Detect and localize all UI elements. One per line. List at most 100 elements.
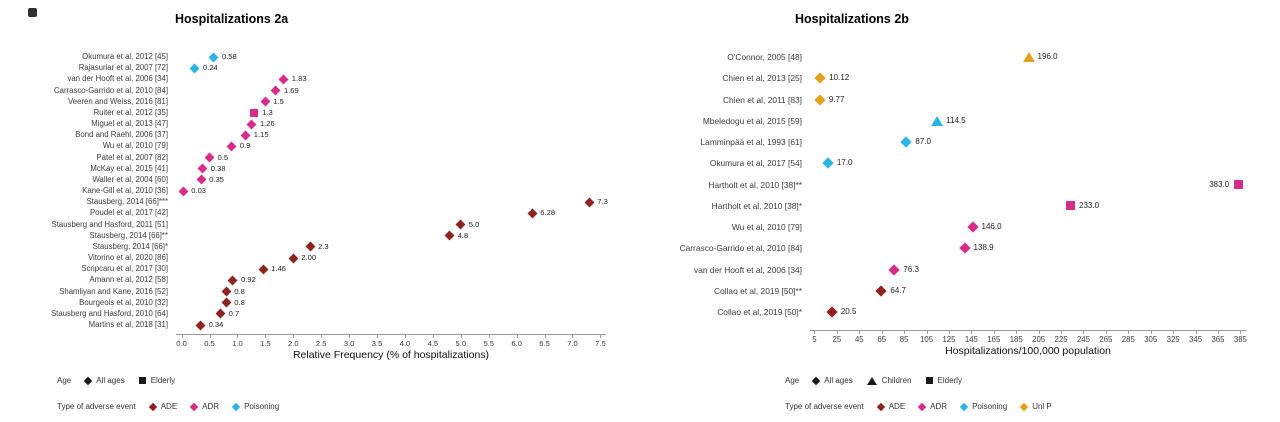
x-axis-tick-label: 105 [920, 335, 934, 344]
diamond-marker-glyph [584, 197, 595, 208]
x-axis-tick-label: 245 [1076, 335, 1090, 344]
legend-item-label: Elderly [937, 376, 962, 385]
y-axis-label: Wu et al, 2010 [79] [731, 221, 802, 232]
x-axis-tick-label: 165 [987, 335, 1001, 344]
value-label: 0.92 [240, 275, 256, 285]
value-label: 1.15 [253, 130, 269, 140]
x-axis-tick [600, 335, 602, 338]
chart-title-2b: Hospitalizations 2b [795, 12, 909, 26]
x-axis-tick [516, 335, 518, 338]
diamond-marker-glyph [195, 320, 206, 330]
value-label: 0.5 [217, 152, 229, 162]
legend-item-label: Unl P [1032, 402, 1052, 411]
legend-item-label: ADR [930, 402, 948, 411]
diamond-marker-glyph [814, 93, 826, 106]
x-axis-tick [926, 331, 928, 334]
y-axis-label: Collao et al, 2019 [50]* [717, 306, 802, 317]
square-marker-glyph [250, 108, 259, 117]
x-axis-tick [881, 331, 883, 334]
y-axis-label: Rajasuriar et al, 2007 [72] [78, 63, 168, 73]
x-axis-line [176, 334, 606, 335]
legend-item-ade: ADE [876, 402, 906, 411]
y-axis-label: Stausberg and Hasford, 2010 [64] [50, 308, 168, 318]
value-label: 0.34 [208, 320, 224, 330]
y-axis-label: Patel et al, 2007 [82] [96, 152, 168, 162]
x-axis-tick-label: 285 [1121, 335, 1135, 344]
value-label: 1.83 [291, 74, 307, 84]
y-axis-label: Chien et al, 2011 [83] [723, 94, 802, 105]
y-axis-label: Hartholt et al, 2010 [38]* [711, 200, 802, 211]
x-axis-tick-label: 325 [1166, 335, 1180, 344]
x-axis-tick-label: 4.0 [399, 339, 411, 348]
x-axis-tick [948, 331, 950, 334]
x-axis-tick [432, 335, 434, 338]
legend-item-label: Poisoning [972, 402, 1008, 411]
value-label: 5.0 [468, 219, 480, 229]
value-label: 0.35 [209, 175, 224, 185]
y-axis-label: Stausberg, 2014 [66]* [92, 241, 168, 251]
plot-area-2a: 0.0 0.5 1.0 1.5 2.0 2.5 3.0 3.5 4.0 4.5 5.0 5.5 6.0 6… [28, 0, 642, 422]
y-axis-label: Okumura et al, 2017 [54] [709, 158, 802, 169]
diamond-marker-glyph [958, 242, 971, 254]
x-axis-tick-label: 25 [832, 335, 842, 344]
x-axis-tick [1217, 331, 1219, 334]
x-axis-tick-label: 345 [1189, 335, 1203, 344]
legend-item-poisoning: Poisoning [959, 402, 1008, 411]
y-axis-label: O'Connor, 2005 [48] [727, 51, 802, 62]
x-axis-tick-label: 265 [1099, 335, 1113, 344]
legend-item-poisoning: Poisoning [231, 402, 279, 411]
diamond-marker-glyph [278, 74, 289, 85]
diamond-icon [231, 402, 241, 411]
x-axis-tick-label: 6.5 [539, 339, 550, 348]
x-axis-tick-label: 2.0 [287, 339, 299, 348]
diamond-marker-glyph [888, 263, 901, 276]
legend-age-2a: Age All ages Elderly [57, 376, 175, 385]
diamond-marker-glyph [826, 306, 838, 318]
value-label: 114.5 [946, 115, 966, 125]
x-axis-tick-label: 145 [964, 335, 978, 344]
x-axis-tick-label: 125 [942, 335, 956, 344]
diamond-marker-glyph [190, 63, 200, 74]
legend-item-children: Children [866, 376, 912, 385]
square-icon [138, 377, 146, 384]
x-axis-tick-label: 305 [1144, 335, 1158, 344]
value-label: 0.58 [221, 52, 237, 62]
value-label: 0.7 [228, 309, 240, 319]
legend-item-adr: ADR [917, 402, 948, 411]
y-axis-label: Poudel et al, 2017 [42] [89, 208, 168, 218]
diamond-icon [917, 402, 927, 411]
legend-item-label: ADE [888, 402, 906, 411]
legend-item-adr: ADR [189, 402, 219, 411]
value-label: 4.8 [457, 230, 469, 240]
x-axis-tick-label: 85 [899, 335, 909, 344]
x-axis-tick-label: 365 [1211, 335, 1225, 344]
square-marker-glyph [1065, 201, 1075, 211]
value-label: 0.9 [239, 141, 251, 151]
diamond-marker-glyph [305, 241, 315, 252]
value-label: 138.9 [973, 243, 994, 253]
legend-item-label: ADE [160, 402, 178, 411]
x-axis-tick-label: 0.0 [176, 339, 187, 348]
diamond-marker-glyph [258, 264, 269, 275]
value-label: 17.0 [836, 158, 853, 168]
legend-item-all-ages: All ages [811, 376, 853, 385]
legend-category-type: Type of adverse event [785, 402, 864, 411]
value-label: 1.26 [259, 119, 275, 129]
legend-item-label: All ages [96, 376, 125, 385]
value-label: 9.77 [828, 94, 845, 104]
y-axis-label: Scripcaru et al, 2017 [30] [81, 264, 168, 274]
y-axis-label: Martins et al, 2018 [31] [88, 320, 168, 330]
diamond-marker-glyph [228, 275, 238, 286]
x-axis-tick-label: 0.5 [204, 339, 215, 348]
legend-item-ade: ADE [148, 402, 178, 411]
y-axis-label: Stausberg and Hasford, 2011 [51] [51, 219, 168, 229]
x-axis-tick-label: 205 [1032, 335, 1046, 344]
y-axis-label: Shamliyan and Kane, 2016 [52] [59, 286, 168, 296]
x-axis-tick [572, 335, 574, 338]
diamond-marker-glyph [455, 219, 466, 230]
y-axis-label: van der Hooft et al, 2006 [34] [67, 74, 168, 84]
value-label: 1.46 [271, 264, 286, 274]
x-axis-tick [460, 335, 462, 338]
y-axis-label: McKay et al, 2015 [41] [90, 163, 168, 173]
value-label: 64.7 [890, 285, 906, 295]
